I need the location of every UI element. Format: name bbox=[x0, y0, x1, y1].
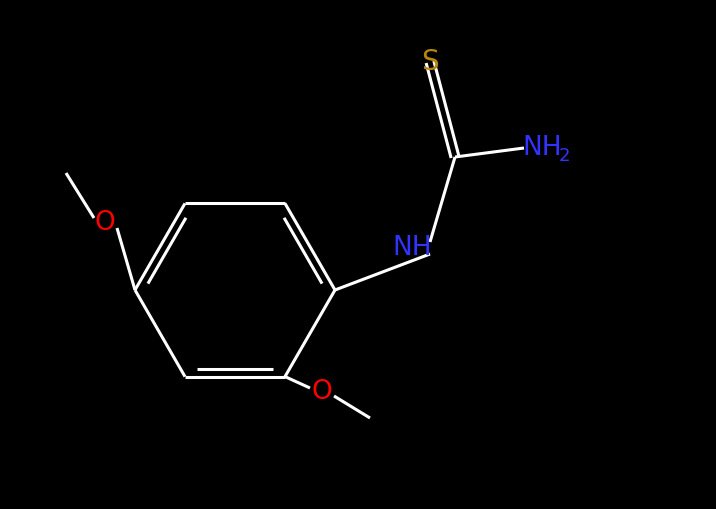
Text: 2: 2 bbox=[558, 147, 570, 165]
Text: NH: NH bbox=[392, 235, 432, 261]
Text: S: S bbox=[421, 48, 439, 76]
Text: O: O bbox=[95, 210, 115, 236]
Text: NH: NH bbox=[522, 135, 562, 161]
Text: O: O bbox=[311, 379, 332, 405]
